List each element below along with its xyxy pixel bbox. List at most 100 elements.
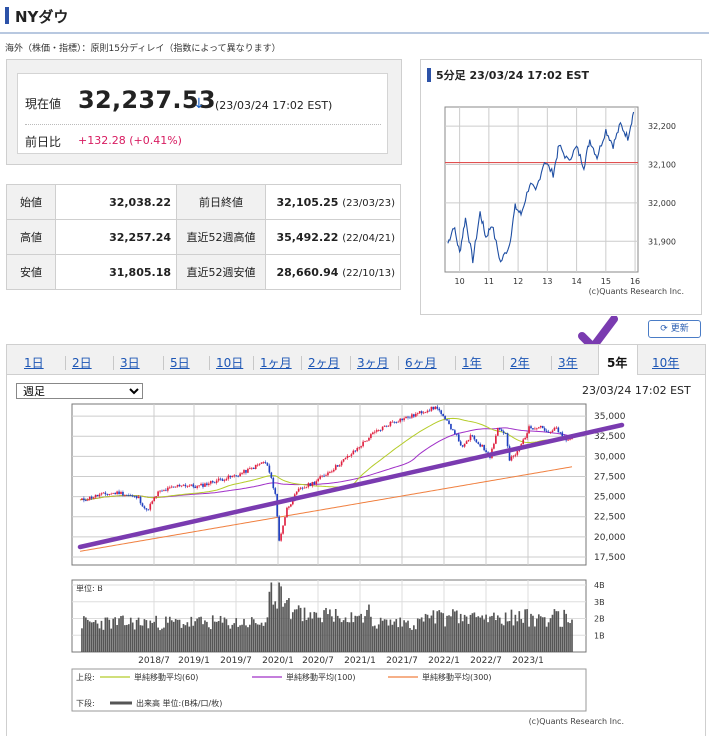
delay-note: 海外（株価・指標）：原則15分ディレイ（指数によって異なります） [5,44,281,54]
intraday-y-tick: 32,200 [648,122,676,131]
y-axis-tick: 22,500 [594,513,626,523]
candle-body [215,480,218,483]
tab-separator [113,356,114,370]
candle-body [254,464,257,469]
candle-body [356,448,359,451]
volume-bar [459,613,462,652]
candle-body [370,434,372,438]
candle-body [342,459,345,462]
stats-row: 安値 31,805.18 直近52週安値 28,660.94 (22/10/13… [6,254,401,290]
volume-bar [405,622,407,652]
tab-4[interactable]: 5日 [170,356,190,370]
candle-body [313,482,316,485]
volume-bar [524,609,526,652]
candle-period-select[interactable]: 週足 [16,383,143,399]
volume-bar [530,613,532,652]
volume-bar [455,610,458,652]
volume-bar [551,614,554,652]
volume-bar [143,619,146,652]
candle-body [124,494,126,496]
candle-body [528,426,530,434]
candle-body [385,425,388,427]
tab-3[interactable]: 3日 [120,356,140,370]
title-underline [0,32,709,34]
volume-bar [293,609,296,652]
volume-bar [206,621,208,652]
tab-14[interactable]: 10年 [652,356,680,370]
volume-bar [139,625,142,652]
intraday-x-tick: 12 [513,277,523,286]
candle-body [422,412,425,414]
tab-9[interactable]: 6ヶ月 [405,356,437,370]
volume-bar [313,611,316,652]
tab-1[interactable]: 1日 [24,356,44,370]
candle-body [237,475,239,477]
candle-body [266,463,269,466]
volume-bar [188,626,191,652]
volume-bar [372,626,374,652]
candle-body [295,491,298,495]
tab-12[interactable]: 3年 [558,356,578,370]
candle-body [524,437,526,440]
volume-bar [192,625,195,652]
volume-bar [528,626,530,652]
candle-body [362,441,364,447]
volume-bar [159,630,161,652]
volume-bar [438,610,441,652]
volume-bar [170,620,173,652]
y-axis-tick: 32,500 [594,432,626,442]
volume-bar [219,615,222,652]
candle-body [250,467,253,469]
52w-high-cell: 35,492.22 (22/04/21) [265,219,401,255]
volume-bar [325,607,327,652]
volume-bar [373,625,376,652]
volume-bar [133,629,136,652]
tab-8[interactable]: 3ヶ月 [357,356,389,370]
candle-body [559,432,562,434]
candle-body [270,472,273,478]
volume-bar [94,620,97,652]
candle-body [258,463,261,465]
volume-bar [537,614,540,652]
volume-bar [536,618,538,652]
y-axis-tick: 27,500 [594,472,626,482]
candle-body [118,491,120,495]
tab-separator [350,356,351,370]
volume-bar [375,628,378,652]
volume-bar [389,619,392,652]
volume-bar [126,624,128,652]
candle-body [268,465,271,473]
volume-bar [163,627,165,652]
volume-bar [264,622,267,652]
volume-bar [385,619,388,652]
candle-body [539,425,542,428]
tab-10[interactable]: 1年 [462,356,482,370]
tab-11[interactable]: 2年 [510,356,530,370]
volume-bar [387,625,390,652]
volume-bar [243,618,245,652]
volume-bar [254,623,257,652]
tab-6[interactable]: 1ヶ月 [260,356,292,370]
volume-bar [454,611,456,652]
refresh-button[interactable]: ⟳ 更新 [648,320,701,338]
volume-bar [465,616,468,652]
tab-13[interactable]: 5年 [607,356,628,370]
tab-7[interactable]: 2ヶ月 [308,356,340,370]
volume-bar [167,622,169,652]
candle-body [127,495,130,496]
candle-body [479,443,482,447]
52w-low-value: 28,660.94 [276,265,339,279]
volume-unit-label: 単位: B [76,583,103,593]
volume-bar [414,629,417,652]
candle-body [379,430,382,431]
candle-body [157,491,159,497]
candle-body [411,414,413,418]
volume-bar [543,617,546,652]
tab-2[interactable]: 2日 [72,356,92,370]
legend-label: 単純移動平均(60) [134,672,198,682]
candle-body [500,429,503,432]
candle-body [223,480,226,482]
candle-body [231,475,234,478]
tab-5[interactable]: 10日 [216,356,244,370]
candle-body [463,443,466,447]
